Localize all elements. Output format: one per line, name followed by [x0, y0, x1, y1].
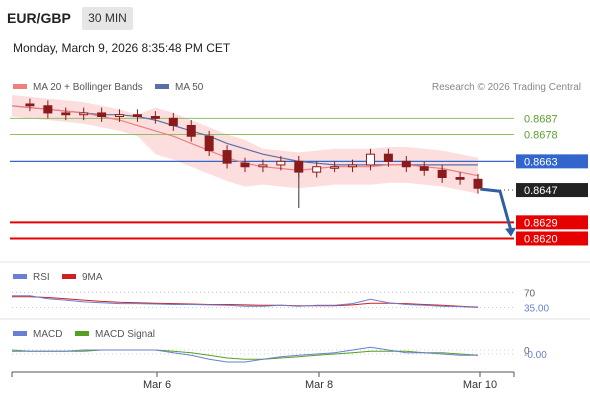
forecast-arrow	[480, 187, 513, 233]
candle-body	[348, 164, 358, 168]
ma50-legend-label: MA 50	[175, 82, 204, 93]
candle-body	[168, 117, 178, 126]
macd-legend: MACD MACD Signal	[13, 329, 155, 340]
forecast-arrow-head	[505, 227, 516, 237]
macd-signal-legend-label: MACD Signal	[95, 329, 155, 340]
time-axis-label: Mar 8	[305, 379, 333, 391]
ma20-legend-swatch	[13, 84, 27, 89]
candle-body	[383, 153, 393, 162]
price-tag-last	[516, 183, 588, 198]
level-label-last: 0.8647	[524, 185, 558, 197]
candle-body	[150, 116, 160, 119]
time-axis: Mar 6 Mar 8 Mar 10	[11, 371, 515, 391]
candle-body	[115, 114, 125, 118]
ma50-legend-swatch	[155, 84, 169, 89]
candle-body	[61, 112, 71, 116]
price-tag-support	[516, 215, 588, 230]
bollinger-band-area	[12, 95, 478, 194]
candle-body	[294, 160, 304, 173]
candle-body	[473, 178, 483, 189]
credit-text: Research © 2026 Trading Central	[432, 82, 581, 93]
rsi-legend-swatch	[13, 274, 27, 279]
candle-body	[419, 166, 429, 171]
rsi-ma-legend-swatch	[62, 274, 76, 279]
level-label-resistance: 0.8678	[524, 129, 558, 141]
candle-body	[258, 164, 268, 168]
price-panel: 0.8687 0.8678 0.8663 0.8647 0.8629 0.8620	[0, 95, 590, 263]
main-legend: MA 20 + Bollinger Bands MA 50 Research ©…	[13, 82, 581, 93]
rsi-panel: 70 35.00	[0, 288, 590, 320]
price-tag-pivot	[516, 154, 588, 169]
candle-body	[25, 103, 35, 107]
level-label-support: 0.8629	[524, 217, 558, 229]
candle-body	[240, 162, 250, 168]
macd-signal-line	[12, 349, 479, 360]
candle-body	[312, 166, 322, 173]
candle-body	[204, 135, 214, 152]
candle-body	[437, 169, 447, 178]
rsi-reference-label: 35.00	[524, 304, 549, 315]
timestamp: Monday, March 9, 2026 8:35:48 PM CET	[13, 41, 231, 55]
time-axis-label: Mar 10	[463, 379, 497, 391]
rsi-legend: RSI 9MA	[13, 272, 103, 283]
ma20-legend-label: MA 20 + Bollinger Bands	[33, 82, 143, 93]
rsi-legend-label: RSI	[33, 272, 50, 283]
rsi-line	[12, 295, 479, 308]
macd-reference-label: 0	[524, 346, 530, 357]
level-label-pivot: 0.8663	[524, 156, 558, 168]
candle-body	[401, 160, 411, 168]
candle-body	[97, 112, 107, 118]
macd-panel: 0-0.00	[11, 346, 547, 363]
symbol-title: EUR/GBP	[7, 10, 71, 26]
time-axis-label: Mar 6	[143, 379, 171, 391]
candle-body	[186, 124, 196, 137]
macd-legend-label: MACD	[33, 329, 62, 340]
macd-signal-legend-swatch	[75, 331, 89, 336]
candle-body	[455, 177, 465, 180]
candle-body	[276, 160, 286, 166]
candle-body	[79, 112, 89, 116]
rsi-reference-label: 70	[524, 288, 536, 299]
candle-body	[132, 114, 142, 118]
candle-body	[330, 166, 340, 169]
macd-legend-swatch	[13, 331, 27, 336]
candle-body	[222, 150, 232, 164]
price-tag-support	[516, 231, 588, 246]
level-label-resistance: 0.8687	[524, 113, 558, 125]
macd-line	[11, 346, 478, 363]
level-label-support: 0.8620	[524, 233, 558, 245]
rsi-ma-legend-label: 9MA	[82, 272, 103, 283]
interval-badge[interactable]: 30 MIN	[82, 7, 133, 30]
candle-body	[365, 153, 375, 166]
candle-body	[43, 105, 53, 114]
macd-reference-label: -0.00	[524, 350, 547, 361]
